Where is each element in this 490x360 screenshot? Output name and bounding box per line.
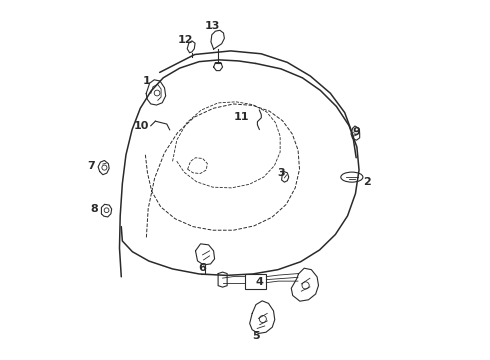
Text: 1: 1 — [143, 76, 150, 86]
Text: 12: 12 — [178, 35, 194, 45]
Text: 4: 4 — [255, 277, 263, 287]
Text: 2: 2 — [363, 177, 371, 187]
Text: 7: 7 — [87, 161, 95, 171]
Text: 13: 13 — [205, 21, 220, 31]
Text: 8: 8 — [91, 204, 98, 214]
Text: 10: 10 — [133, 121, 148, 131]
Text: 9: 9 — [352, 127, 360, 136]
Text: 6: 6 — [198, 263, 206, 273]
Text: 3: 3 — [277, 168, 285, 178]
Bar — [245, 274, 266, 289]
Text: 11: 11 — [234, 112, 249, 122]
Text: 5: 5 — [252, 331, 260, 341]
